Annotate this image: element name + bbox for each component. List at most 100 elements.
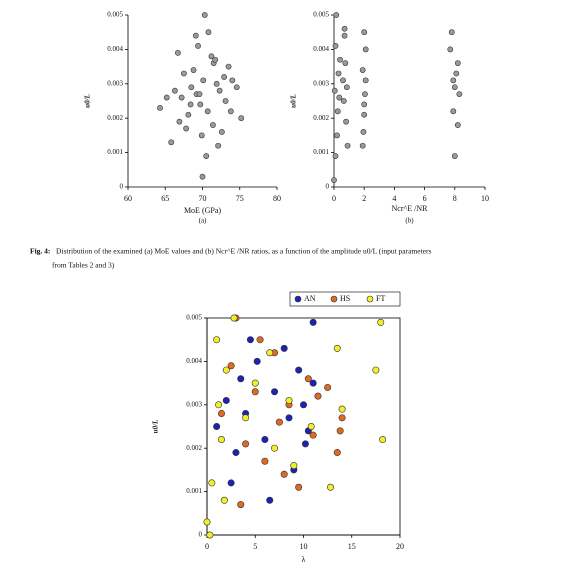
point — [451, 153, 458, 159]
point — [309, 379, 317, 387]
point — [342, 60, 349, 67]
panel-label: (a) — [199, 217, 207, 225]
point — [242, 440, 250, 448]
point — [360, 129, 367, 135]
x-tick-label: 2 — [362, 194, 366, 203]
point — [340, 98, 347, 104]
point — [341, 32, 348, 39]
point — [280, 344, 288, 352]
point — [204, 108, 211, 115]
x-tick-label: 60 — [124, 194, 132, 203]
y-tick-label: 0.002 — [107, 114, 123, 122]
point — [222, 98, 229, 104]
point — [334, 108, 341, 115]
x-tick-label: 10 — [300, 542, 308, 551]
y-tick-label: 0.005 — [107, 11, 123, 19]
point — [334, 132, 340, 139]
point — [301, 440, 309, 448]
y-tick-label: 0 — [326, 183, 330, 191]
y-tick-label: 0.001 — [107, 148, 123, 156]
point — [271, 444, 279, 452]
point — [361, 29, 368, 36]
point — [206, 531, 214, 539]
point — [280, 470, 288, 478]
point — [314, 392, 322, 400]
point — [199, 173, 206, 180]
x-tick-label: 65 — [161, 194, 169, 203]
point — [377, 318, 385, 326]
point — [178, 94, 185, 101]
point — [220, 496, 228, 504]
point — [266, 349, 274, 357]
legend-label: AN — [304, 294, 316, 303]
point — [205, 29, 212, 36]
caption-text: from Tables 2 and 3) — [52, 261, 115, 270]
point — [343, 118, 349, 125]
point — [256, 336, 264, 344]
point — [295, 366, 303, 374]
point — [225, 63, 232, 70]
point — [359, 142, 366, 149]
point — [290, 462, 298, 470]
point — [340, 77, 346, 84]
point — [266, 496, 274, 504]
point — [185, 111, 192, 118]
y-tick-label: 0.003 — [186, 400, 202, 408]
point — [331, 177, 337, 184]
caption-text: Distribution of the examined (a) MoE val… — [56, 247, 432, 256]
legend-marker — [366, 295, 374, 303]
point — [198, 132, 205, 139]
point — [307, 422, 315, 430]
y-tick-label: 0.004 — [186, 357, 202, 365]
y-tick-label: 0.002 — [313, 114, 329, 122]
x-tick-label: 15 — [348, 542, 356, 551]
y-tick-label: 0.001 — [186, 487, 202, 495]
point — [285, 414, 293, 422]
point — [232, 449, 240, 457]
point — [210, 122, 216, 128]
x-tick-label: 70 — [199, 194, 207, 203]
caption-label: Fig. 4: — [30, 247, 50, 256]
point — [309, 318, 317, 326]
legend-label: FT — [376, 294, 385, 303]
x-axis-label: MoE (GPa) — [184, 206, 221, 215]
point — [172, 87, 178, 94]
x-tick-label: 6 — [423, 194, 427, 203]
point — [337, 56, 343, 63]
point — [203, 153, 210, 159]
point — [157, 104, 163, 111]
point — [215, 401, 223, 409]
point — [379, 436, 387, 444]
y-axis-label: u0/L — [152, 420, 160, 434]
point — [217, 409, 225, 417]
point — [450, 108, 457, 115]
point — [251, 379, 259, 387]
y-tick-label: 0 — [199, 531, 203, 539]
x-axis-label: λ — [302, 555, 306, 564]
point — [246, 336, 254, 344]
point — [333, 449, 341, 457]
point — [208, 479, 216, 487]
point — [332, 43, 339, 49]
y-tick-label: 0.001 — [313, 148, 329, 156]
x-tick-label: 5 — [253, 542, 257, 551]
point — [201, 12, 208, 18]
point — [180, 70, 187, 77]
panel-label: (b) — [405, 217, 414, 225]
point — [456, 91, 463, 98]
point — [222, 396, 230, 404]
legend-marker — [294, 295, 302, 303]
point — [190, 67, 197, 73]
point — [183, 125, 190, 132]
point — [454, 122, 461, 128]
point — [200, 77, 207, 84]
point — [188, 84, 195, 91]
point — [216, 87, 223, 94]
y-axis-label: u0/L — [290, 94, 298, 108]
point — [261, 436, 269, 444]
point — [227, 108, 234, 115]
point — [237, 375, 245, 383]
point — [341, 25, 348, 32]
x-tick-label: 0 — [205, 542, 209, 551]
point — [175, 49, 181, 56]
